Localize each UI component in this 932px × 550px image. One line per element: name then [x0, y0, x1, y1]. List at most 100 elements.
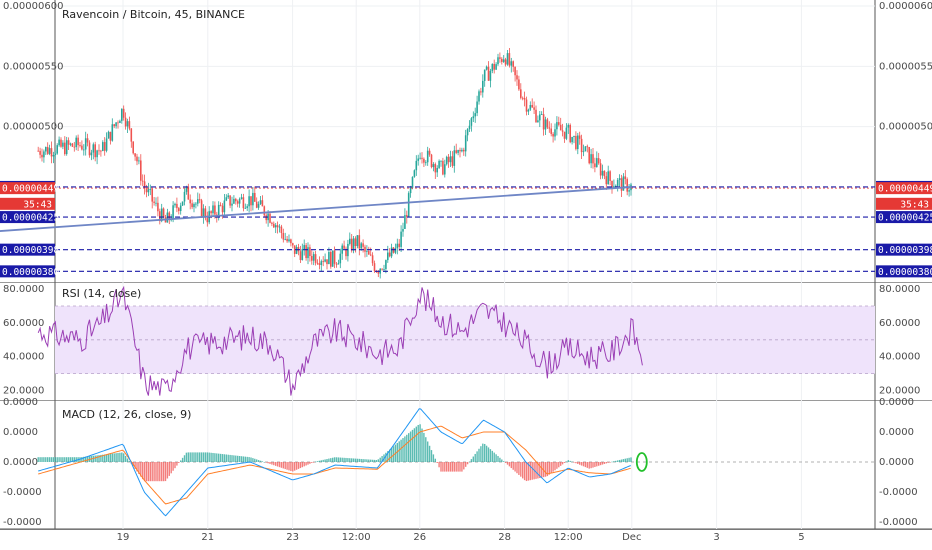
macd-histogram-bar — [50, 457, 53, 462]
candle-body — [428, 150, 431, 155]
x-tick-label: 3 — [713, 532, 719, 543]
rsi-tick-left: 20.0000 — [3, 386, 44, 397]
candle-body — [540, 114, 543, 116]
macd-histogram-bar — [512, 462, 514, 470]
candle-body — [577, 135, 579, 150]
candle-body — [444, 164, 446, 175]
candle-body — [54, 153, 57, 155]
macd-histogram-bar — [208, 452, 210, 462]
candle-body — [470, 118, 473, 126]
macd-histogram-bar — [622, 459, 625, 462]
macd-histogram-bar — [508, 462, 511, 467]
candle-body — [535, 109, 537, 123]
candle-body — [512, 61, 514, 67]
macd-histogram-bar — [352, 458, 355, 462]
macd-histogram-bar — [64, 457, 66, 462]
macd-histogram-bar — [571, 461, 573, 463]
candle-body — [459, 149, 461, 152]
macd-histogram-bar — [434, 458, 436, 462]
macd-histogram-bar — [191, 452, 193, 462]
candle-body — [206, 218, 209, 223]
macd-histogram-bar — [463, 462, 465, 470]
macd-histogram-bar — [389, 449, 391, 462]
candle-body — [121, 108, 123, 121]
candle-body — [141, 180, 144, 182]
candle-body — [394, 248, 397, 253]
left-price-badge-bg — [0, 197, 55, 210]
candle-body — [419, 157, 421, 159]
candle-body — [533, 107, 535, 110]
macd-histogram-bar — [71, 457, 74, 462]
candle-body — [231, 203, 233, 206]
macd-histogram-bar — [313, 462, 315, 463]
candle-body — [493, 63, 495, 70]
candle-body — [81, 145, 83, 150]
left-price-badge: 0.00000425 — [2, 213, 59, 224]
macd-histogram-bar — [214, 453, 216, 462]
macd-histogram-bar — [455, 462, 457, 472]
candle-body — [527, 109, 530, 112]
macd-histogram-bar — [280, 462, 283, 468]
candle-body — [46, 147, 49, 154]
candle-body — [259, 200, 262, 204]
macd-histogram-bar — [52, 457, 55, 462]
macd-histogram-bar — [48, 457, 51, 462]
macd-histogram-bar — [231, 455, 233, 462]
macd-histogram-bar — [242, 456, 245, 462]
macd-histogram-bar — [278, 462, 281, 468]
candle-body — [455, 150, 457, 153]
candle-body — [482, 80, 484, 93]
candle-body — [464, 135, 467, 152]
macd-histogram-bar — [603, 462, 606, 464]
candle-body — [558, 122, 560, 125]
candle-body — [523, 97, 526, 100]
candle-body — [41, 154, 43, 158]
macd-histogram-bar — [56, 457, 58, 462]
macd-histogram-bar — [326, 459, 328, 462]
candle-body — [278, 226, 281, 228]
candle-body — [56, 145, 58, 154]
macd-histogram-bar — [379, 457, 381, 462]
price-tick-right: 0.00000500 — [879, 122, 932, 133]
candle-body — [328, 252, 330, 265]
macd-histogram-bar — [447, 462, 450, 472]
macd-histogram-bar — [628, 457, 630, 462]
macd-histogram-bar — [60, 457, 62, 462]
macd-histogram-bar — [461, 462, 463, 472]
macd-tick-right: 0.0000 — [879, 427, 914, 438]
macd-histogram-bar — [288, 462, 290, 471]
macd-histogram-bar — [601, 462, 604, 465]
macd-histogram-bar — [195, 452, 197, 462]
candle-body — [312, 254, 315, 261]
price-tick-left: 0.00000600 — [3, 1, 63, 12]
candle-body — [124, 117, 127, 127]
macd-histogram-bar — [100, 454, 102, 462]
macd-histogram-bar — [299, 462, 302, 469]
candle-body — [147, 189, 150, 193]
macd-histogram-bar — [465, 462, 467, 467]
candle-body — [379, 268, 381, 274]
candle-body — [280, 226, 283, 234]
macd-histogram-bar — [322, 459, 324, 462]
macd-histogram-bar — [39, 457, 41, 462]
macd-histogram-bar — [400, 439, 402, 462]
macd-histogram-bar — [66, 457, 68, 462]
candle-body — [341, 245, 343, 254]
candle-body — [324, 259, 326, 262]
candle-body — [552, 133, 554, 137]
candle-body — [404, 215, 406, 229]
macd-histogram-bar — [565, 461, 568, 463]
candle-body — [461, 149, 463, 152]
candle-body — [605, 176, 608, 185]
candle-body — [495, 64, 497, 70]
candle-body — [434, 164, 437, 173]
candle-body — [257, 203, 260, 208]
macd-tick-right: -0.0000 — [879, 517, 918, 528]
candle-body — [143, 181, 146, 189]
macd-histogram-bar — [580, 462, 583, 466]
macd-histogram-bar — [620, 459, 623, 462]
candle-body — [130, 128, 133, 142]
candle-body — [491, 63, 494, 71]
